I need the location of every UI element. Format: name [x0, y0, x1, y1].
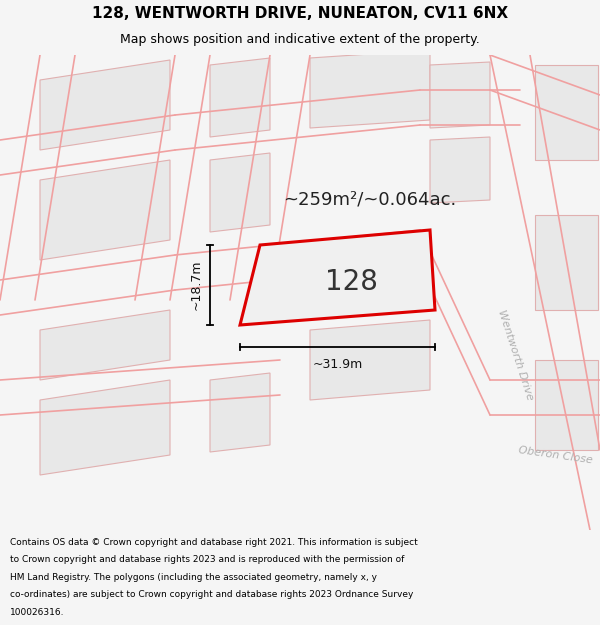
Text: ~31.9m: ~31.9m: [313, 359, 362, 371]
Text: Map shows position and indicative extent of the property.: Map shows position and indicative extent…: [120, 33, 480, 46]
Polygon shape: [210, 58, 270, 137]
Polygon shape: [40, 380, 170, 475]
Polygon shape: [240, 230, 435, 325]
Text: Oberon Close: Oberon Close: [517, 445, 593, 465]
Text: co-ordinates) are subject to Crown copyright and database rights 2023 Ordnance S: co-ordinates) are subject to Crown copyr…: [10, 591, 413, 599]
Text: to Crown copyright and database rights 2023 and is reproduced with the permissio: to Crown copyright and database rights 2…: [10, 555, 404, 564]
Text: ~259m²/~0.064ac.: ~259m²/~0.064ac.: [283, 191, 457, 209]
Text: 100026316.: 100026316.: [10, 608, 65, 617]
Polygon shape: [40, 60, 170, 150]
Polygon shape: [210, 153, 270, 232]
Polygon shape: [310, 50, 430, 128]
Text: Contains OS data © Crown copyright and database right 2021. This information is : Contains OS data © Crown copyright and d…: [10, 538, 418, 547]
Polygon shape: [430, 137, 490, 203]
Polygon shape: [535, 215, 598, 310]
Polygon shape: [310, 320, 430, 400]
Text: ~18.7m: ~18.7m: [190, 260, 203, 310]
Text: 128: 128: [325, 269, 377, 296]
Polygon shape: [40, 310, 170, 380]
Polygon shape: [210, 373, 270, 452]
Text: 128, WENTWORTH DRIVE, NUNEATON, CV11 6NX: 128, WENTWORTH DRIVE, NUNEATON, CV11 6NX: [92, 6, 508, 21]
Polygon shape: [40, 160, 170, 260]
Polygon shape: [535, 360, 598, 450]
Polygon shape: [535, 65, 598, 160]
Text: HM Land Registry. The polygons (including the associated geometry, namely x, y: HM Land Registry. The polygons (includin…: [10, 572, 377, 582]
Polygon shape: [430, 62, 490, 128]
Text: Wentworth Drive: Wentworth Drive: [496, 309, 535, 401]
